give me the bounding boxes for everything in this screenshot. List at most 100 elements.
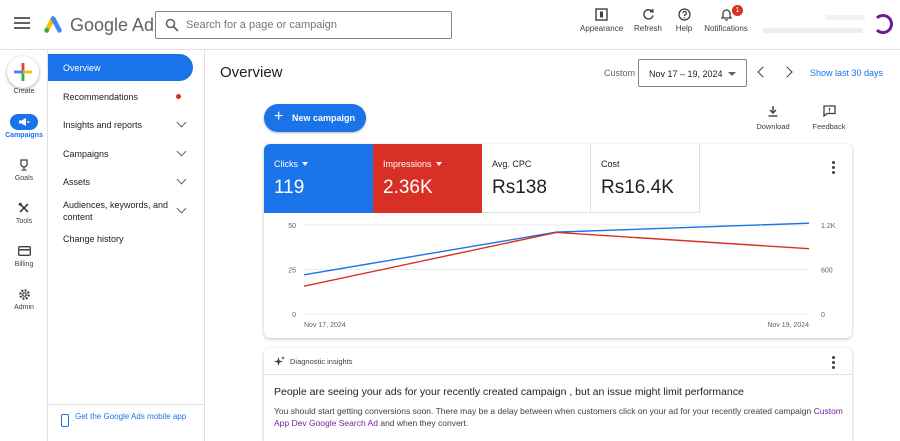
rail-tools[interactable]: Tools [0, 200, 48, 225]
insights-title: Diagnostic insights [290, 357, 353, 366]
metric-tile-clicks[interactable]: Clicks 119 [264, 144, 373, 213]
feedback-button[interactable]: Feedback [810, 105, 848, 131]
nav-item-label: Audiences, keywords, and content [63, 200, 169, 222]
campaign-link[interactable]: Custom App Dev Google Search Ad [274, 406, 843, 428]
feedback-icon [822, 105, 836, 117]
rail-campaigns[interactable]: Campaigns [0, 114, 48, 139]
y-tick-label-left: 25 [288, 268, 296, 275]
product-name: Google Ads [70, 15, 164, 35]
chevron-down-icon [176, 117, 187, 128]
refresh-icon [642, 8, 654, 20]
date-range-select[interactable]: Nov 17 – 19, 2024 [638, 59, 747, 87]
plus-icon [14, 63, 32, 81]
appearance-icon [594, 8, 608, 21]
rail-admin[interactable]: Admin [0, 286, 48, 311]
nav-item-change-history[interactable]: Change history [48, 227, 193, 251]
page-title: Overview [220, 64, 283, 81]
account-id-redacted [763, 28, 863, 33]
top-bar: Google Ads Appearance Refresh Help [0, 0, 900, 50]
y-tick-label-left: 0 [292, 312, 296, 319]
rail-goals[interactable]: Goals [0, 157, 48, 182]
account-name-redacted [825, 15, 865, 20]
show-last-30-days-link[interactable]: Show last 30 days [810, 68, 884, 78]
download-icon [768, 106, 778, 117]
search-box[interactable] [155, 11, 452, 39]
y-tick-label-left: 50 [288, 223, 296, 230]
dropdown-icon [302, 162, 308, 166]
notifications-label: Notifications [704, 24, 748, 33]
help-icon [677, 8, 691, 21]
insights-header: Diagnostic insights [264, 348, 852, 375]
dropdown-icon [435, 162, 442, 166]
refresh-button[interactable]: Refresh [632, 8, 664, 33]
plus-icon: + [274, 108, 284, 125]
metric-label: Impressions [383, 159, 442, 169]
series-line-clicks [303, 222, 810, 276]
appearance-label: Appearance [580, 24, 624, 33]
rail-campaigns-label: Campaigns [5, 132, 43, 139]
nav-item-recommendations[interactable]: Recommendations [48, 83, 193, 110]
rail-create[interactable]: Create [0, 88, 48, 95]
mobile-app-link[interactable]: Get the Google Ads mobile app [75, 412, 187, 421]
search-input[interactable] [186, 17, 441, 33]
metric-label: Avg. CPC [492, 159, 532, 169]
metric-tile-impressions[interactable]: Impressions 2.36K [373, 144, 482, 213]
nav-item-label: Recommendations [63, 92, 139, 102]
appearance-button[interactable]: Appearance [580, 8, 624, 33]
bell-icon [720, 9, 732, 21]
gear-icon [10, 286, 38, 302]
avatar[interactable] [873, 14, 893, 34]
series-line-impressions [303, 231, 810, 287]
nav-item-insights[interactable]: Insights and reports [48, 111, 193, 138]
metric-value: 2.36K [383, 177, 433, 198]
menu-icon[interactable] [14, 17, 30, 29]
insight-body: You should start getting conversions soo… [274, 406, 843, 428]
new-campaign-label: New campaign [292, 113, 356, 123]
download-label: Download [756, 122, 790, 131]
nav-item-overview[interactable]: Overview [48, 54, 193, 81]
feedback-label: Feedback [812, 122, 846, 131]
notification-count-badge: 1 [732, 5, 743, 16]
insight-headline: People are seeing your ads for your rece… [274, 386, 744, 398]
chevron-down-icon [176, 174, 187, 185]
megaphone-icon [10, 114, 38, 130]
create-button[interactable] [7, 56, 39, 88]
notifications-button[interactable]: Notifications 1 [704, 5, 748, 33]
help-button[interactable]: Help [672, 8, 696, 33]
metric-value: Rs138 [492, 177, 547, 198]
rail-billing[interactable]: Billing [0, 243, 48, 268]
rail-tools-label: Tools [15, 218, 33, 225]
account-switcher[interactable] [759, 12, 866, 40]
download-button[interactable]: Download [754, 105, 792, 131]
x-tick-label: Nov 19, 2024 [767, 322, 809, 329]
chevron-down-icon [176, 146, 187, 157]
more-vert-icon[interactable] [832, 356, 835, 371]
more-vert-icon[interactable] [832, 161, 835, 176]
previous-period-arrow[interactable] [757, 66, 769, 78]
tools-icon [10, 200, 38, 216]
y-tick-label-right: 1.2K [821, 223, 836, 230]
metric-tile-cost[interactable]: Cost Rs16.4K [591, 144, 700, 213]
recommendations-alert-dot [176, 94, 181, 99]
nav-item-assets[interactable]: Assets [48, 168, 193, 195]
credit-card-icon [10, 243, 38, 259]
rail-billing-label: Billing [14, 261, 34, 268]
metric-label: Clicks [274, 159, 308, 169]
x-tick-label: Nov 17, 2024 [304, 322, 346, 329]
trophy-icon [10, 157, 38, 173]
search-icon [165, 18, 179, 32]
metric-tile-avg-cpc[interactable]: Avg. CPC Rs138 [482, 144, 591, 213]
nav-item-label: Campaigns [63, 149, 109, 159]
help-label: Help [675, 24, 693, 33]
rail-admin-label: Admin [14, 304, 34, 311]
nav-drawer: Overview Recommendations Insights and re… [48, 50, 205, 441]
performance-card: Clicks 119 Impressions 2.36K Avg. CPC Rs… [264, 144, 852, 338]
next-period-arrow[interactable] [781, 66, 793, 78]
chevron-down-icon [176, 203, 187, 214]
nav-item-audiences[interactable]: Audiences, keywords, and content [48, 196, 193, 226]
left-rail: Create Campaigns Goals Tools Billing Adm… [0, 50, 48, 441]
nav-item-campaigns[interactable]: Campaigns [48, 140, 193, 167]
new-campaign-button[interactable]: + New campaign [264, 104, 366, 132]
metric-label: Cost [601, 159, 620, 169]
metric-value: Rs16.4K [601, 177, 674, 198]
